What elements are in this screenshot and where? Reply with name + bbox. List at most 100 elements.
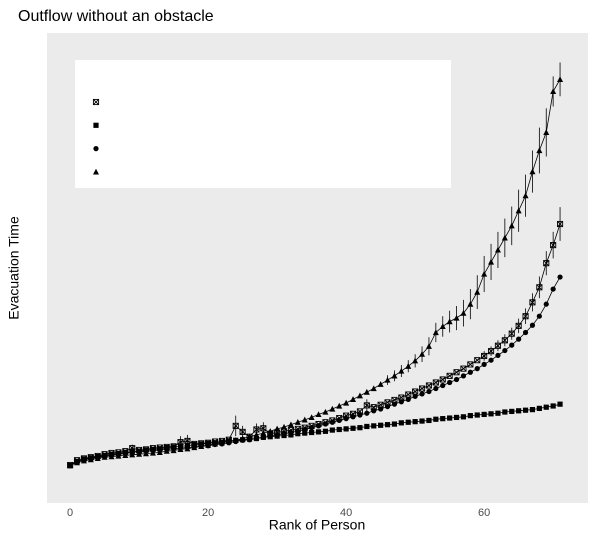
point [377,381,384,387]
marker-cross [432,379,439,386]
point [419,418,425,424]
point [488,357,494,363]
point [439,323,446,330]
marker-box [418,385,426,392]
point [419,391,425,397]
point [494,342,501,349]
point [136,450,143,457]
point [309,429,315,436]
point [274,432,280,438]
point [488,258,495,265]
marker-box [446,372,453,379]
marker-cross [239,428,246,435]
point [536,313,542,319]
point [356,392,363,399]
point [501,337,508,344]
point [446,318,453,325]
legend-key [92,98,100,106]
marker-cross [377,401,384,408]
point [274,425,281,432]
x-tick-label: 60 [478,507,490,519]
point [557,401,563,407]
chart-title: Outflow without an obstacle [18,8,214,25]
point [453,414,460,421]
point [302,430,308,436]
point [460,414,467,420]
point [301,416,308,423]
point [495,410,501,416]
point [529,407,536,413]
marker-box [467,361,474,368]
point [453,369,460,376]
point [467,369,473,375]
point [447,415,453,421]
point [322,428,329,434]
point [363,388,370,395]
point [474,412,480,418]
point [378,406,384,412]
point [384,376,391,383]
point [87,456,94,463]
marker-box [557,220,564,228]
point [80,457,87,464]
point [371,423,377,429]
point [350,414,356,420]
point [287,421,294,428]
marker-cross [488,348,494,355]
point [239,435,246,442]
point [488,411,494,417]
point [225,438,232,445]
marks [67,62,564,469]
point [536,405,542,411]
point [315,429,322,435]
point [508,222,515,229]
marker-box [439,376,446,383]
marker-cross [495,342,501,349]
point [260,434,266,440]
point [405,363,412,369]
point [357,412,363,418]
marker-box [494,342,501,349]
marker-cross [260,425,267,432]
point [509,408,515,415]
point [550,242,557,249]
point [529,322,536,328]
point [557,274,563,280]
x-axis-title: Rank of Person [269,517,366,533]
point [446,372,453,379]
point [239,428,246,435]
point [453,376,460,383]
point [405,396,411,402]
marker-box [508,330,515,337]
point [481,361,487,368]
point [502,409,508,415]
point [440,382,446,389]
point [522,329,529,336]
marker-cross [467,361,474,368]
point [370,385,377,392]
marker-box [232,422,239,429]
point [481,352,488,360]
marker-box [453,369,460,376]
point [336,426,342,433]
point [391,401,398,407]
point [481,270,488,277]
point [302,426,308,433]
point [129,451,136,458]
point [260,429,267,436]
point [94,455,101,462]
marker-cross [508,330,515,337]
point [426,388,432,395]
point [156,449,163,455]
marker-cross [384,399,391,406]
point [253,431,260,438]
point [433,385,439,392]
point [343,416,349,422]
point [516,408,522,414]
point [212,440,219,447]
point [467,413,473,419]
marker-cross [550,242,557,249]
marker-cross [232,422,239,429]
marker-box [536,284,543,291]
axes: 0 20 40 60 [67,507,490,519]
